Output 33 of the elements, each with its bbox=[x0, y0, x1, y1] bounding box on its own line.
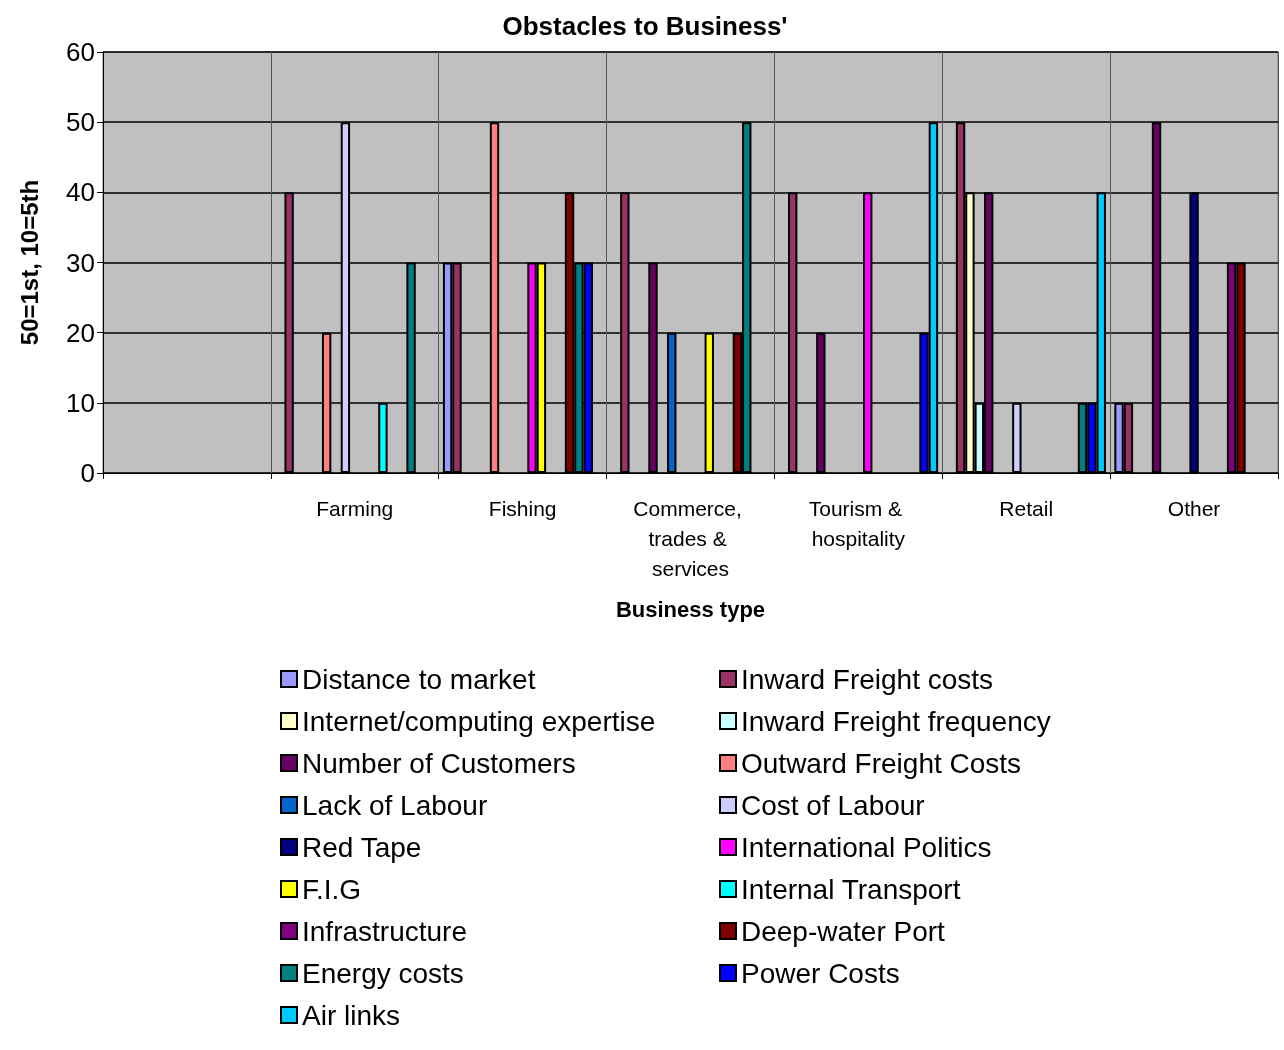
legend-label: Red Tape bbox=[302, 831, 422, 863]
x-tick-label: Fishing bbox=[488, 496, 557, 520]
chart-title: Obstacles to Business' bbox=[502, 11, 788, 41]
y-tick-label: 40 bbox=[66, 177, 95, 208]
x-tick-label: Farming bbox=[316, 496, 394, 520]
y-tick-label: 0 bbox=[80, 458, 95, 488]
legend-label: Outward Freight Costs bbox=[741, 747, 1022, 779]
legend-label: Power Costs bbox=[741, 957, 900, 989]
y-tick-label: 20 bbox=[66, 317, 95, 348]
legend-label: Number of Customers bbox=[302, 747, 576, 779]
legend-label: Infrastructure bbox=[302, 915, 467, 947]
y-tick-label: 50 bbox=[66, 107, 95, 138]
legend-label: Internet/computing expertise bbox=[302, 705, 656, 737]
legend-label: F.I.G bbox=[302, 873, 362, 905]
legend-label: Distance to market bbox=[302, 663, 536, 695]
y-axis-title: 50=1st, 10=5th bbox=[15, 179, 43, 346]
legend-label: International Politics bbox=[741, 831, 992, 863]
legend-label: Energy costs bbox=[302, 957, 464, 989]
x-tick-label: Commerce, trades & services bbox=[633, 496, 748, 580]
legend-label: Internal Transport bbox=[741, 873, 961, 905]
x-tick-label: Other bbox=[1167, 496, 1221, 520]
legend-label: Cost of Labour bbox=[741, 789, 925, 821]
legend-label: Deep-water Port bbox=[741, 915, 946, 947]
legend-label: Inward Freight frequency bbox=[741, 705, 1051, 737]
legend-label: Air links bbox=[302, 999, 401, 1031]
y-tick-label: 60 bbox=[66, 37, 95, 67]
y-tick-label: 30 bbox=[66, 247, 95, 278]
x-tick-label: Retail bbox=[999, 496, 1054, 520]
y-tick-label: 10 bbox=[66, 387, 95, 418]
x-axis-title: Business type bbox=[615, 596, 766, 622]
legend-label: Lack of Labour bbox=[302, 789, 488, 821]
legend-label: Inward Freight costs bbox=[741, 663, 994, 695]
x-tick-label: Tourism & hospitality bbox=[808, 496, 908, 550]
